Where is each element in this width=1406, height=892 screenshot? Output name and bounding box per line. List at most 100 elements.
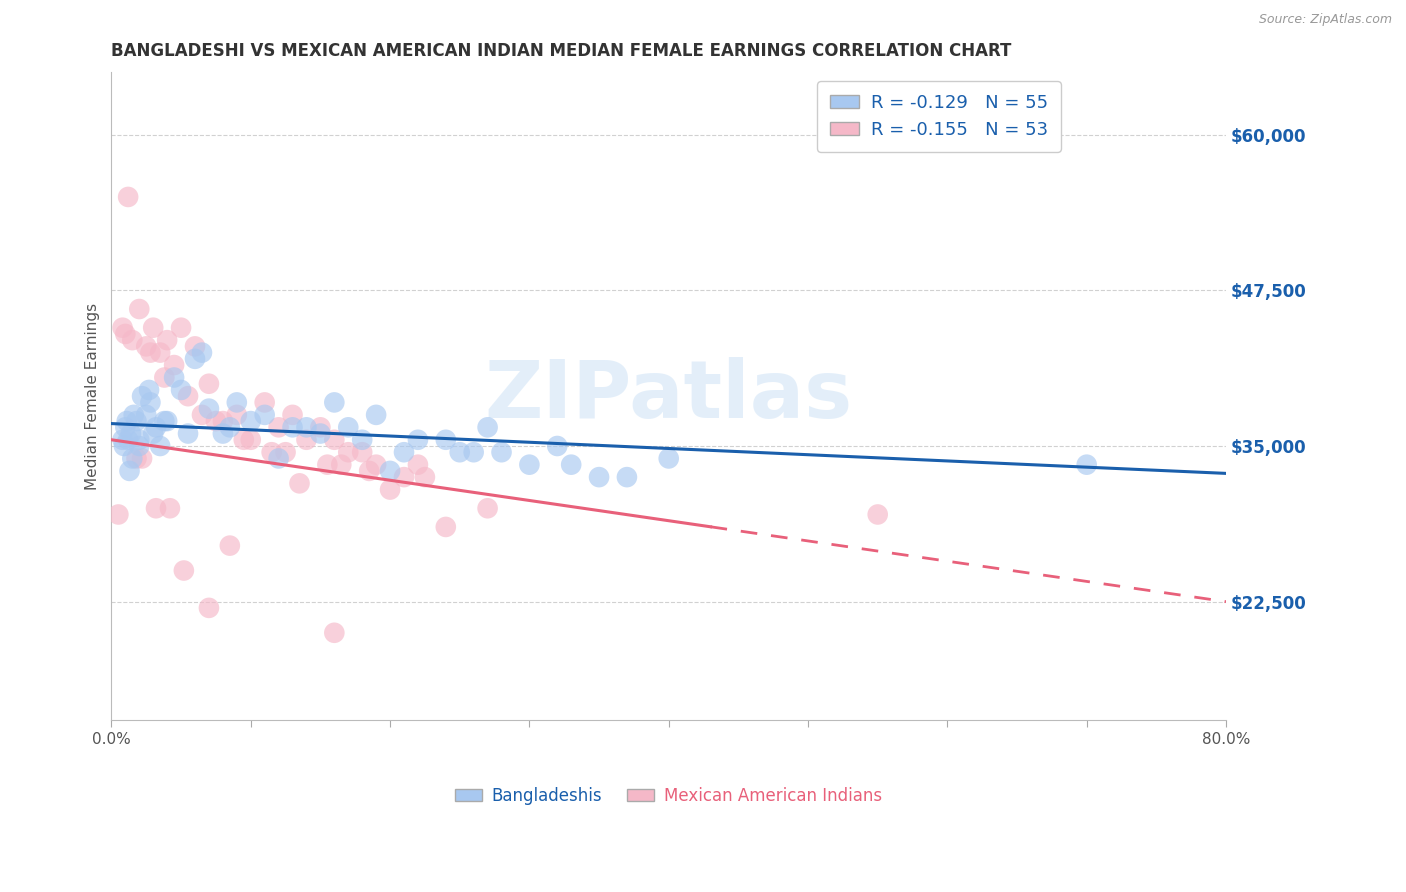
Point — [125, 451, 148, 466]
Point — [122, 408, 145, 422]
Point — [359, 464, 381, 478]
Point — [125, 414, 148, 428]
Point — [281, 408, 304, 422]
Point — [267, 451, 290, 466]
Point — [588, 470, 610, 484]
Point — [184, 339, 207, 353]
Point — [253, 408, 276, 422]
Point — [434, 520, 457, 534]
Legend: Bangladeshis, Mexican American Indians: Bangladeshis, Mexican American Indians — [449, 780, 889, 812]
Point — [198, 600, 221, 615]
Point — [309, 426, 332, 441]
Point — [142, 426, 165, 441]
Point — [107, 508, 129, 522]
Point — [519, 458, 541, 472]
Text: Source: ZipAtlas.com: Source: ZipAtlas.com — [1258, 13, 1392, 27]
Point — [274, 445, 297, 459]
Point — [406, 433, 429, 447]
Point — [135, 408, 157, 422]
Point — [139, 395, 162, 409]
Point — [142, 320, 165, 334]
Point — [212, 426, 235, 441]
Point — [323, 625, 346, 640]
Point — [139, 345, 162, 359]
Point — [177, 389, 200, 403]
Point — [434, 433, 457, 447]
Point — [316, 458, 339, 472]
Point — [120, 426, 142, 441]
Point — [156, 333, 179, 347]
Point — [111, 433, 134, 447]
Point — [191, 345, 214, 359]
Point — [560, 458, 582, 472]
Point — [121, 333, 143, 347]
Point — [170, 383, 193, 397]
Point — [260, 445, 283, 459]
Point — [115, 414, 138, 428]
Point — [323, 395, 346, 409]
Point — [239, 433, 262, 447]
Point — [392, 445, 415, 459]
Point — [159, 501, 181, 516]
Point — [616, 470, 638, 484]
Point — [477, 420, 499, 434]
Point — [253, 395, 276, 409]
Text: ZIPatlas: ZIPatlas — [485, 357, 853, 435]
Point — [173, 564, 195, 578]
Point — [449, 445, 471, 459]
Point — [153, 414, 176, 428]
Point — [546, 439, 568, 453]
Point — [295, 433, 318, 447]
Point — [309, 420, 332, 434]
Point — [114, 420, 136, 434]
Point — [658, 451, 681, 466]
Point — [149, 345, 172, 359]
Point — [463, 445, 485, 459]
Point — [149, 439, 172, 453]
Point — [121, 451, 143, 466]
Point — [177, 426, 200, 441]
Point — [232, 433, 254, 447]
Point — [184, 351, 207, 366]
Point — [218, 539, 240, 553]
Point — [145, 501, 167, 516]
Point — [135, 339, 157, 353]
Point — [163, 358, 186, 372]
Point — [117, 433, 139, 447]
Y-axis label: Median Female Earnings: Median Female Earnings — [86, 302, 100, 490]
Point — [330, 458, 353, 472]
Point — [366, 458, 388, 472]
Point — [118, 464, 141, 478]
Point — [128, 439, 150, 453]
Point — [218, 420, 240, 434]
Point — [392, 470, 415, 484]
Point — [112, 439, 135, 453]
Point — [491, 445, 513, 459]
Point — [128, 301, 150, 316]
Point — [163, 370, 186, 384]
Point — [281, 420, 304, 434]
Point — [378, 483, 401, 497]
Point — [191, 408, 214, 422]
Point — [337, 445, 360, 459]
Point — [288, 476, 311, 491]
Point — [117, 190, 139, 204]
Point — [239, 414, 262, 428]
Point — [323, 433, 346, 447]
Point — [198, 376, 221, 391]
Point — [128, 433, 150, 447]
Point — [212, 414, 235, 428]
Point — [114, 326, 136, 341]
Point — [138, 383, 160, 397]
Point — [170, 320, 193, 334]
Point — [267, 420, 290, 434]
Point — [366, 408, 388, 422]
Point — [295, 420, 318, 434]
Point — [131, 389, 153, 403]
Point — [145, 420, 167, 434]
Point — [205, 414, 228, 428]
Point — [225, 395, 247, 409]
Point — [153, 370, 176, 384]
Point — [156, 414, 179, 428]
Point — [131, 451, 153, 466]
